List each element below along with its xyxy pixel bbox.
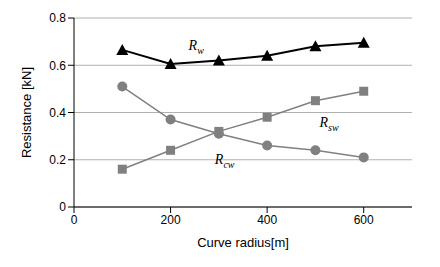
svg-text:0: 0 <box>71 213 78 227</box>
svg-text:600: 600 <box>354 213 374 227</box>
svg-text:400: 400 <box>257 213 277 227</box>
svg-text:0.4: 0.4 <box>49 106 66 120</box>
svg-text:0.8: 0.8 <box>49 11 66 25</box>
svg-text:0.2: 0.2 <box>49 153 66 167</box>
svg-text:200: 200 <box>161 213 181 227</box>
svg-text:Curve radius[m]: Curve radius[m] <box>197 235 289 250</box>
svg-text:0: 0 <box>59 200 66 214</box>
svg-text:0.6: 0.6 <box>49 59 66 73</box>
svg-text:Rw: Rw <box>188 38 205 56</box>
svg-text:Rcw: Rcw <box>214 152 235 170</box>
svg-text:Resistance [kN]: Resistance [kN] <box>19 67 34 158</box>
svg-text:Rsw: Rsw <box>318 115 338 133</box>
